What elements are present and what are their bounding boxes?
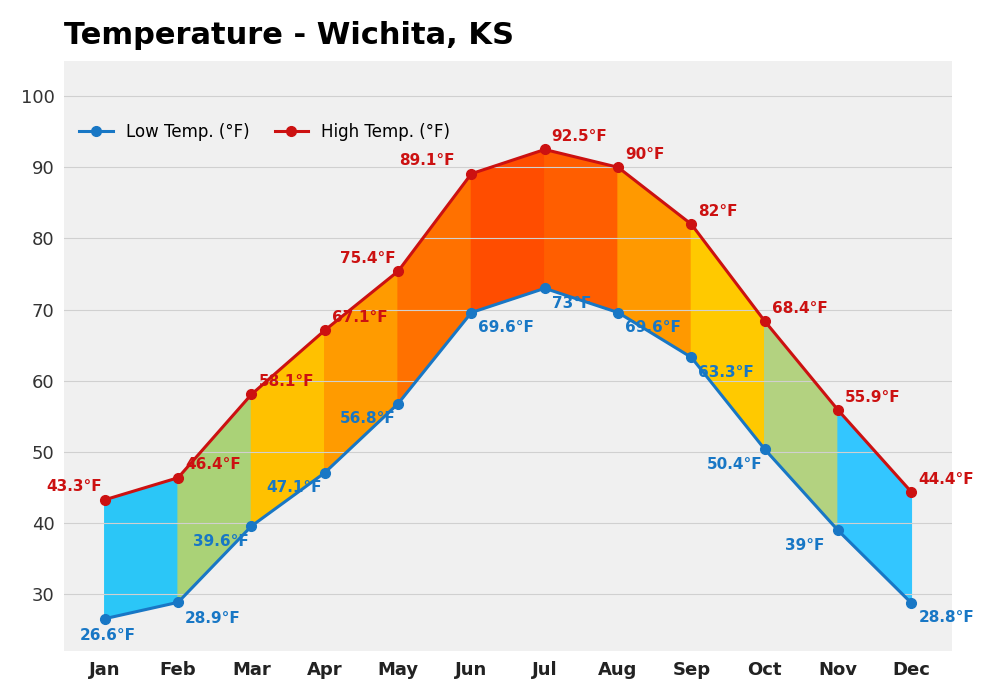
Polygon shape (691, 224, 765, 449)
Text: 26.6°F: 26.6°F (80, 627, 136, 643)
Text: 39°F: 39°F (785, 538, 825, 553)
Line: Low Temp. (°F): Low Temp. (°F) (100, 284, 916, 624)
Polygon shape (471, 150, 545, 312)
High Temp. (°F) (685, 220, 697, 228)
Text: Temperature - Wichita, KS: Temperature - Wichita, KS (64, 21, 514, 50)
Text: 63.3°F: 63.3°F (698, 365, 754, 380)
Polygon shape (251, 330, 325, 526)
Low Temp. (°F) (905, 598, 917, 607)
Text: 68.4°F: 68.4°F (772, 301, 827, 316)
High Temp. (°F) (832, 406, 844, 414)
Text: 92.5°F: 92.5°F (552, 130, 607, 144)
Low Temp. (°F) (392, 400, 404, 408)
Polygon shape (765, 321, 838, 531)
Polygon shape (618, 167, 691, 358)
Low Temp. (°F) (172, 598, 184, 606)
Polygon shape (105, 477, 178, 619)
High Temp. (°F) (612, 163, 624, 172)
Text: 73°F: 73°F (552, 296, 591, 311)
Text: 55.9°F: 55.9°F (845, 390, 901, 405)
Low Temp. (°F) (99, 615, 111, 623)
Polygon shape (398, 174, 471, 404)
Low Temp. (°F) (685, 354, 697, 362)
Text: 69.6°F: 69.6°F (478, 320, 534, 335)
Polygon shape (325, 271, 398, 473)
Text: 46.4°F: 46.4°F (185, 457, 241, 473)
Text: 47.1°F: 47.1°F (266, 480, 322, 495)
Polygon shape (838, 410, 911, 603)
Text: 75.4°F: 75.4°F (340, 251, 395, 266)
Low Temp. (°F) (245, 522, 257, 531)
Low Temp. (°F) (465, 308, 477, 316)
Low Temp. (°F) (319, 468, 331, 477)
High Temp. (°F) (172, 473, 184, 482)
Low Temp. (°F) (832, 526, 844, 535)
Text: 69.6°F: 69.6°F (625, 320, 681, 335)
Text: 82°F: 82°F (698, 204, 738, 219)
Polygon shape (545, 150, 618, 312)
Text: 58.1°F: 58.1°F (258, 374, 314, 389)
Text: 67.1°F: 67.1°F (332, 310, 387, 325)
Text: 56.8°F: 56.8°F (340, 411, 395, 426)
Text: 43.3°F: 43.3°F (46, 480, 102, 494)
High Temp. (°F) (319, 326, 331, 335)
Low Temp. (°F) (612, 308, 624, 316)
Text: 28.8°F: 28.8°F (918, 610, 974, 626)
Legend: Low Temp. (°F), High Temp. (°F): Low Temp. (°F), High Temp. (°F) (73, 116, 457, 148)
High Temp. (°F) (392, 267, 404, 275)
Text: 90°F: 90°F (625, 147, 664, 162)
Text: 44.4°F: 44.4°F (918, 472, 974, 486)
High Temp. (°F) (539, 146, 551, 154)
Line: High Temp. (°F): High Temp. (°F) (100, 145, 916, 505)
High Temp. (°F) (99, 496, 111, 504)
High Temp. (°F) (759, 317, 771, 326)
Text: 89.1°F: 89.1°F (399, 153, 455, 169)
Text: 50.4°F: 50.4°F (706, 456, 762, 472)
High Temp. (°F) (905, 488, 917, 496)
Text: 28.9°F: 28.9°F (185, 611, 241, 626)
High Temp. (°F) (465, 169, 477, 178)
High Temp. (°F) (245, 390, 257, 398)
Polygon shape (178, 394, 251, 602)
Text: 39.6°F: 39.6°F (193, 533, 249, 549)
Low Temp. (°F) (759, 445, 771, 454)
Low Temp. (°F) (539, 284, 551, 293)
